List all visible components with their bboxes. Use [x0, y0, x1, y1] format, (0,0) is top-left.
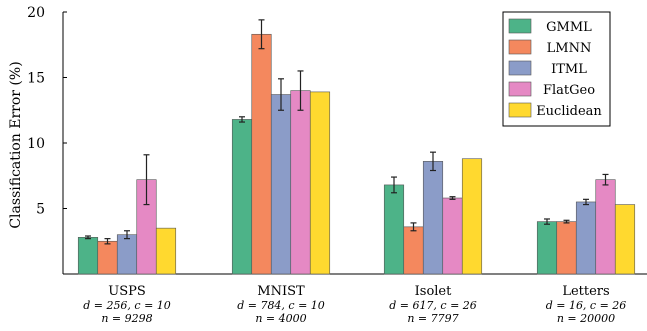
- bar-euclidean-usps: [155, 227, 177, 275]
- error-bar: [85, 235, 91, 240]
- legend-item: GMML: [508, 18, 592, 35]
- bar-itml-isolet: [422, 161, 444, 275]
- bar-itml-usps: [116, 234, 138, 275]
- x-category-label: USPS: [108, 284, 146, 299]
- bar-itml-letters: [575, 201, 597, 275]
- legend: GMML LMNN ITML FlatGeo Euclidean: [502, 11, 611, 127]
- bar-euclidean-letters: [614, 204, 636, 275]
- x-category-label: Letters: [562, 284, 609, 299]
- error-bar: [563, 219, 570, 224]
- bar-gmml-isolet: [383, 184, 405, 275]
- error-bar: [297, 70, 304, 111]
- legend-label: LMNN: [547, 41, 592, 56]
- y-axis-label: Classification Error (%): [8, 61, 24, 228]
- bar-gmml-usps: [77, 237, 99, 275]
- error-bar: [104, 238, 111, 245]
- legend-item: Euclidean: [508, 102, 602, 119]
- error-bar: [602, 173, 609, 186]
- bar-lmnn-mnist: [251, 33, 272, 275]
- bar-euclidean-isolet: [461, 158, 483, 275]
- bar-gmml-mnist: [231, 119, 253, 275]
- error-bar: [143, 154, 150, 206]
- legend-label: FlatGeo: [543, 83, 595, 98]
- legend-label: ITML: [551, 62, 587, 77]
- error-bar: [449, 196, 456, 200]
- bar-itml-mnist: [270, 94, 292, 275]
- error-bar: [124, 230, 130, 240]
- bar-flatgeo-letters: [595, 179, 616, 275]
- y-tick-label: 5: [36, 202, 45, 218]
- legend-label: Euclidean: [536, 104, 602, 119]
- bar-flatgeo-mnist: [290, 90, 311, 275]
- error-bar: [258, 19, 265, 50]
- x-category-sublabel: d = 256, c = 10: [83, 299, 171, 312]
- bar-flatgeo-isolet: [442, 197, 463, 275]
- x-category-sublabel: n = 4000: [255, 312, 306, 325]
- error-bar: [410, 222, 417, 232]
- bar-gmml-letters: [536, 221, 558, 275]
- error-bar: [544, 218, 550, 225]
- x-category-sublabel: d = 617, c = 26: [389, 299, 477, 312]
- error-bar: [430, 151, 436, 172]
- x-category-sublabel: n = 20000: [557, 312, 615, 325]
- x-category-sublabel: n = 7797: [407, 312, 458, 325]
- x-category-label: MNIST: [257, 284, 305, 299]
- x-category-label: Isolet: [415, 284, 452, 299]
- error-bar: [583, 198, 589, 206]
- legend-swatch: [508, 60, 532, 76]
- error-bar: [239, 116, 245, 123]
- bar-lmnn-isolet: [403, 226, 424, 275]
- legend-swatch: [508, 18, 532, 34]
- error-bar: [391, 176, 397, 194]
- legend-item: FlatGeo: [508, 81, 595, 98]
- bar-euclidean-mnist: [309, 91, 331, 275]
- legend-swatch: [508, 81, 532, 97]
- legend-swatch: [508, 39, 532, 55]
- legend-swatch: [508, 102, 532, 118]
- legend-item: LMNN: [508, 39, 592, 56]
- x-category-sublabel: n = 9298: [101, 312, 152, 325]
- error-bar: [278, 78, 284, 111]
- legend-item: ITML: [508, 60, 587, 77]
- y-tick-label: 15: [27, 71, 45, 87]
- bar-lmnn-letters: [556, 221, 577, 275]
- y-tick-label: 20: [27, 5, 45, 21]
- bar-lmnn-usps: [97, 240, 118, 275]
- y-tick-label: 10: [27, 136, 45, 152]
- x-category-sublabel: d = 784, c = 10: [237, 299, 325, 312]
- legend-label: GMML: [546, 20, 592, 35]
- x-category-sublabel: d = 16, c = 26: [546, 299, 627, 312]
